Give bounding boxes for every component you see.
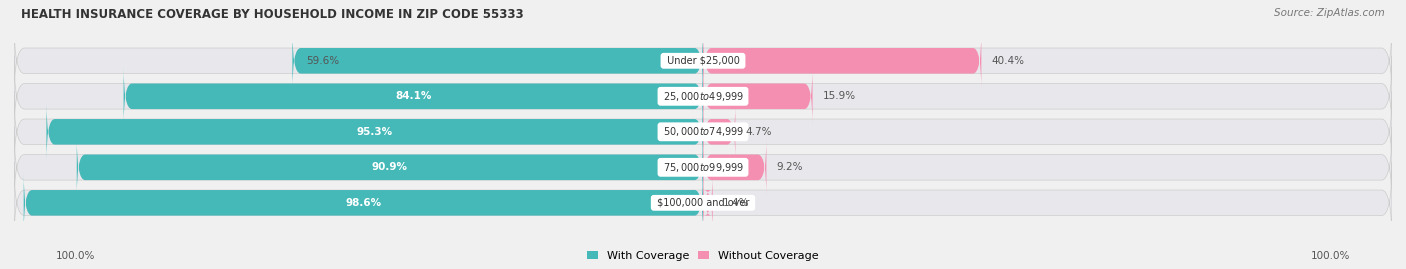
Text: 98.6%: 98.6% (346, 198, 381, 208)
FancyBboxPatch shape (703, 66, 813, 126)
Legend: With Coverage, Without Coverage: With Coverage, Without Coverage (588, 251, 818, 261)
Text: 59.6%: 59.6% (307, 56, 339, 66)
FancyBboxPatch shape (292, 31, 703, 91)
Text: Source: ZipAtlas.com: Source: ZipAtlas.com (1274, 8, 1385, 18)
FancyBboxPatch shape (14, 127, 1392, 208)
FancyBboxPatch shape (703, 31, 981, 91)
Text: 1.4%: 1.4% (723, 198, 749, 208)
Text: 100.0%: 100.0% (1310, 251, 1350, 261)
Text: 90.9%: 90.9% (371, 162, 408, 172)
Text: $50,000 to $74,999: $50,000 to $74,999 (661, 125, 745, 138)
FancyBboxPatch shape (703, 137, 766, 197)
Text: $75,000 to $99,999: $75,000 to $99,999 (661, 161, 745, 174)
FancyBboxPatch shape (24, 173, 703, 233)
FancyBboxPatch shape (703, 102, 735, 162)
Text: 15.9%: 15.9% (823, 91, 856, 101)
FancyBboxPatch shape (124, 66, 703, 126)
Text: 100.0%: 100.0% (56, 251, 96, 261)
FancyBboxPatch shape (14, 162, 1392, 243)
FancyBboxPatch shape (46, 102, 703, 162)
Text: $100,000 and over: $100,000 and over (654, 198, 752, 208)
FancyBboxPatch shape (14, 20, 1392, 101)
FancyBboxPatch shape (703, 173, 713, 233)
Text: $25,000 to $49,999: $25,000 to $49,999 (661, 90, 745, 103)
FancyBboxPatch shape (77, 137, 703, 197)
Text: 95.3%: 95.3% (357, 127, 392, 137)
Text: 40.4%: 40.4% (991, 56, 1025, 66)
Text: 9.2%: 9.2% (776, 162, 803, 172)
Text: Under $25,000: Under $25,000 (664, 56, 742, 66)
FancyBboxPatch shape (14, 56, 1392, 137)
Text: HEALTH INSURANCE COVERAGE BY HOUSEHOLD INCOME IN ZIP CODE 55333: HEALTH INSURANCE COVERAGE BY HOUSEHOLD I… (21, 8, 523, 21)
Text: 4.7%: 4.7% (745, 127, 772, 137)
FancyBboxPatch shape (14, 91, 1392, 172)
Text: 84.1%: 84.1% (395, 91, 432, 101)
